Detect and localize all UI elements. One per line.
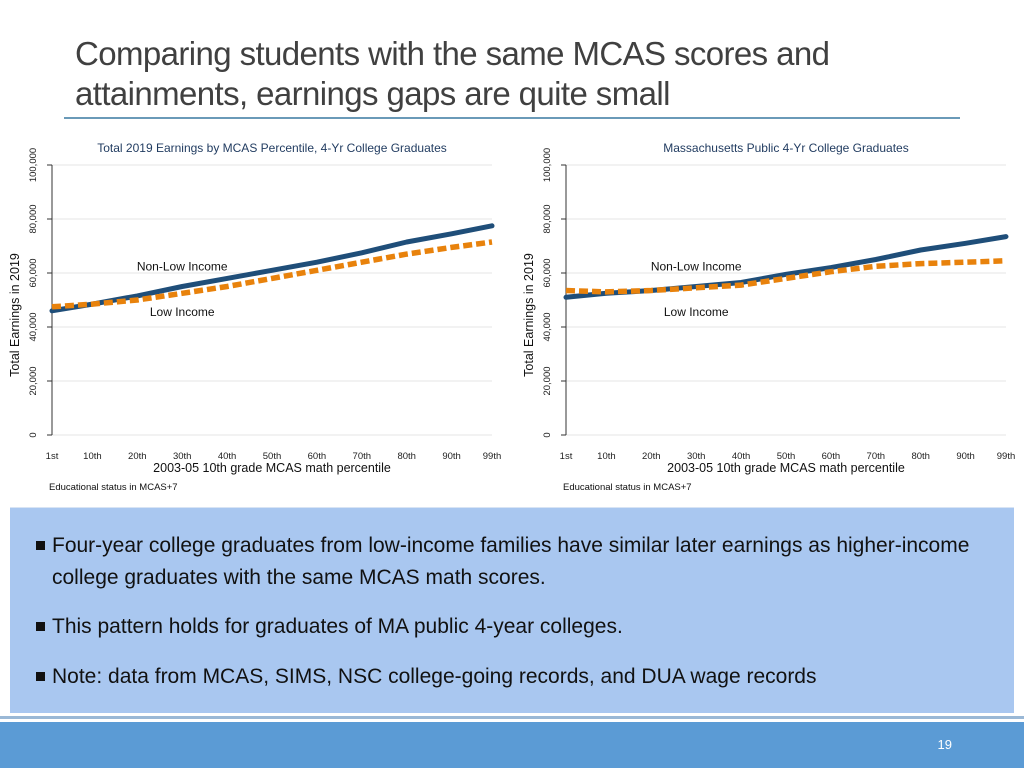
y-tick-label: 20,000 — [28, 366, 39, 395]
x-tick-label: 99th — [997, 451, 1016, 462]
page-number: 19 — [937, 737, 952, 752]
series-annotation: Non-Low Income — [137, 259, 228, 273]
bullet-square-icon — [36, 672, 45, 681]
y-tick-label: 40,000 — [28, 312, 39, 341]
bullet-item: This pattern holds for graduates of MA p… — [36, 611, 996, 643]
x-axis-label: 2003-05 10th grade MCAS math percentile — [153, 461, 391, 475]
y-tick-label: 40,000 — [542, 312, 553, 341]
x-tick-label: 60th — [822, 451, 841, 462]
series-annotation: Non-Low Income — [651, 259, 742, 273]
x-tick-label: 60th — [308, 451, 327, 462]
x-tick-label: 30th — [687, 451, 706, 462]
chart-right: 0 20,000 40,000 60,000 80,000 100,000 1st 10th 2… — [516, 135, 1021, 500]
chart-note: Educational status in MCAS+7 — [563, 482, 692, 493]
y-tick-label: 0 — [28, 432, 39, 437]
x-tick-label: 10th — [597, 451, 616, 462]
x-tick-label: 50th — [263, 451, 282, 462]
x-tick-label: 70th — [867, 451, 886, 462]
x-tick-label: 70th — [353, 451, 372, 462]
y-tick-label: 60,000 — [28, 258, 39, 287]
footer-bar: 19 — [0, 722, 1024, 768]
bullet-text: This pattern holds for graduates of MA p… — [52, 615, 623, 638]
series-annotation: Low Income — [664, 305, 729, 319]
x-tick-label: 99th — [483, 451, 502, 462]
chart-title: Massachusetts Public 4-Yr College Gradua… — [663, 141, 908, 155]
x-tick-label: 30th — [173, 451, 192, 462]
bullet-square-icon — [36, 541, 45, 550]
slide-title: Comparing students with the same MCAS sc… — [75, 35, 830, 112]
bullet-text: Four-year college graduates from low-inc… — [52, 534, 970, 589]
y-tick-label: 60,000 — [542, 258, 553, 287]
chart-note: Educational status in MCAS+7 — [49, 482, 178, 493]
y-tick-label: 100,000 — [542, 148, 553, 182]
x-tick-label: 40th — [218, 451, 237, 462]
x-tick-label: 50th — [777, 451, 796, 462]
y-tick-label: 100,000 — [28, 148, 39, 182]
bullet-square-icon — [36, 622, 45, 631]
line-chart: 0 20,000 40,000 60,000 80,000 100,000 1st 10th 2… — [8, 141, 502, 493]
x-tick-label: 10th — [83, 451, 102, 462]
x-tick-label: 20th — [128, 451, 147, 462]
x-tick-label: 20th — [642, 451, 661, 462]
series-annotation: Low Income — [150, 305, 215, 319]
footer-divider — [0, 716, 1024, 719]
x-tick-label: 80th — [911, 451, 930, 462]
x-tick-label: 90th — [956, 451, 975, 462]
y-tick-label: 0 — [542, 432, 553, 437]
x-axis-label: 2003-05 10th grade MCAS math percentile — [667, 461, 905, 475]
bullet-box: Four-year college graduates from low-inc… — [10, 507, 1014, 713]
series-line-low-income — [51, 239, 493, 310]
series-line-non-low-income — [49, 223, 495, 314]
series-line-low-income — [565, 258, 1007, 295]
x-tick-label: 40th — [732, 451, 751, 462]
chart-left: 0 20,000 40,000 60,000 80,000 100,000 1st 10th 2… — [2, 135, 507, 500]
series-line-non-low-income — [563, 234, 1009, 300]
y-tick-label: 20,000 — [542, 366, 553, 395]
x-tick-label: 1st — [560, 451, 573, 462]
y-axis-label: Total Earnings in 2019 — [8, 253, 22, 377]
x-tick-label: 90th — [442, 451, 461, 462]
x-tick-label: 80th — [397, 451, 416, 462]
y-tick-label: 80,000 — [542, 204, 553, 233]
bullet-text: Note: data from MCAS, SIMS, NSC college-… — [52, 665, 817, 688]
line-chart: 0 20,000 40,000 60,000 80,000 100,000 1st 10th 2… — [522, 141, 1016, 493]
bullet-item: Note: data from MCAS, SIMS, NSC college-… — [36, 661, 996, 693]
chart-title: Total 2019 Earnings by MCAS Percentile, … — [97, 141, 447, 155]
title-divider — [64, 117, 960, 119]
y-axis-label: Total Earnings in 2019 — [522, 253, 536, 377]
x-tick-label: 1st — [46, 451, 59, 462]
bullet-item: Four-year college graduates from low-inc… — [36, 530, 996, 594]
y-tick-label: 80,000 — [28, 204, 39, 233]
